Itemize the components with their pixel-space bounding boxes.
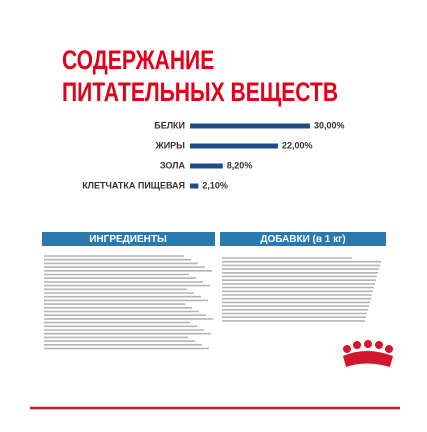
value-label: 30,00%: [314, 120, 345, 130]
category-label: ЖИРЫ: [155, 140, 186, 150]
additives-header-box: [220, 232, 386, 246]
ingredients-header: ИНГРЕДИЕНТЫ: [89, 234, 167, 245]
title: СОДЕРЖАНИЕ ПИТАТЕЛЬНЫХ ВЕЩЕСТВ: [62, 45, 339, 107]
value-label: 22,00%: [282, 140, 313, 150]
ingredients-header-box: [42, 232, 215, 246]
value-label: 2,10%: [202, 180, 228, 190]
bar: [190, 143, 278, 149]
logo: [343, 340, 393, 367]
bar: [190, 123, 310, 129]
category-label: ЗОЛА: [160, 160, 186, 170]
additives-header: ДОБАВКИ (в 1 кг): [260, 234, 345, 245]
category-label: КЛЕТЧАТКА ПИЩЕВАЯ: [82, 180, 185, 190]
bar: [190, 163, 223, 169]
fine-print: [44, 255, 381, 350]
category-label: БЕЛКИ: [154, 120, 185, 130]
bar: [190, 183, 199, 189]
value-label: 8,20%: [227, 160, 253, 170]
